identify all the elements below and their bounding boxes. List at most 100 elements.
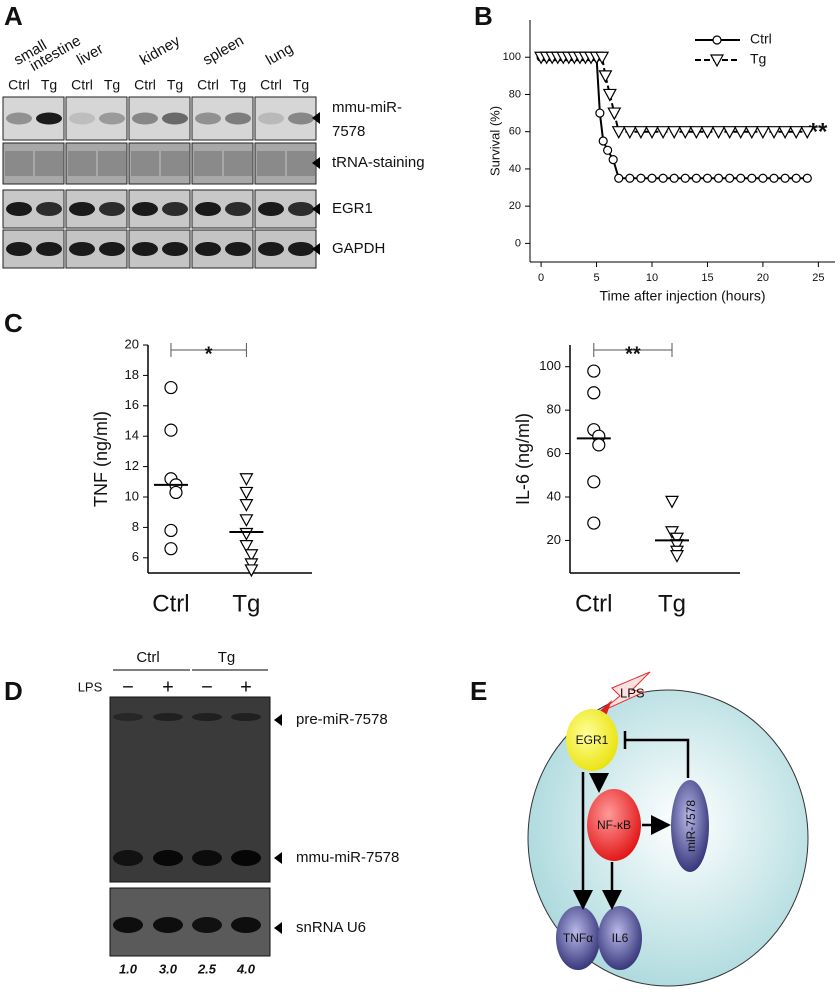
lightning — [599, 671, 651, 713]
legend-label: Ctrl — [750, 31, 772, 47]
point — [656, 126, 671, 139]
point — [711, 126, 726, 139]
row-label: EGR1 — [332, 200, 373, 217]
band — [194, 151, 222, 176]
panel-e: LPS EGR1 NF-κB miR-7578 TNFα IL6 — [527, 671, 809, 987]
significance-bracket — [593, 343, 673, 357]
lps-sign: + — [162, 676, 174, 698]
band — [288, 242, 314, 256]
band — [231, 713, 261, 721]
band — [69, 112, 95, 125]
point — [587, 475, 601, 489]
panel-label: A — [4, 1, 23, 31]
point — [669, 532, 685, 546]
lps-sign: + — [240, 676, 252, 698]
point — [722, 126, 737, 139]
egr1-node — [566, 709, 618, 771]
x-tick-label: 20 — [757, 272, 769, 284]
point — [744, 126, 759, 139]
point — [602, 88, 617, 102]
point — [592, 438, 606, 452]
quantification: 2.5 — [197, 961, 217, 976]
x-tick-label: 0 — [538, 272, 544, 284]
lane-label: Tg — [41, 77, 57, 93]
y-tick-label: 16 — [125, 397, 139, 412]
y-tick-label: 10 — [125, 488, 139, 503]
y-tick-label: 14 — [125, 428, 139, 443]
blot — [65, 96, 128, 141]
band — [195, 112, 221, 125]
band — [99, 242, 125, 256]
band — [99, 202, 125, 216]
x-axis-label: Time after injection (hours) — [600, 288, 766, 304]
point — [164, 380, 178, 395]
y-tick-label: 12 — [125, 458, 139, 473]
inhibit-arrow — [623, 731, 690, 778]
point — [769, 173, 779, 183]
tnf-node — [556, 906, 600, 970]
lane-label: Ctrl — [8, 77, 30, 93]
point — [713, 173, 724, 183]
il6-node — [598, 906, 642, 970]
point — [669, 550, 685, 563]
point — [169, 485, 183, 500]
point — [758, 173, 768, 183]
point — [244, 549, 259, 563]
node-label: EGR1 — [576, 733, 609, 747]
band — [99, 112, 125, 125]
band — [224, 151, 252, 176]
point — [244, 564, 259, 578]
point — [598, 136, 608, 146]
legend-label: Tg — [750, 51, 766, 67]
panel-d: Ctrl Tg LPS − + − + pre-miR-7578 mmu-miR-7578 snR… — [78, 649, 400, 976]
band — [69, 202, 95, 216]
band — [258, 242, 284, 256]
band — [192, 850, 222, 866]
y-tick-label: 40 — [547, 488, 561, 503]
y-tick-label: 8 — [132, 519, 139, 534]
point — [633, 126, 648, 139]
band — [231, 917, 261, 933]
point — [636, 173, 646, 183]
quantification: 1.0 — [119, 961, 138, 976]
y-tick-label: 80 — [547, 402, 561, 417]
lps-sign: − — [201, 676, 213, 698]
band — [225, 202, 251, 216]
point — [595, 108, 605, 118]
point — [791, 173, 801, 183]
point — [678, 126, 693, 139]
point — [800, 126, 815, 139]
point — [702, 173, 713, 183]
point — [789, 126, 804, 139]
lps-sign: − — [122, 676, 134, 698]
point — [239, 486, 254, 500]
blot — [191, 96, 254, 141]
point — [725, 173, 735, 183]
x-tick-label: Tg — [232, 590, 260, 617]
arrowhead — [274, 852, 282, 864]
y-tick-label: 100 — [503, 51, 521, 63]
lane-label: Tg — [230, 77, 246, 93]
x-tick-label: 15 — [701, 272, 713, 284]
arrowhead — [274, 922, 282, 934]
y-axis-label: TNF (ng/ml) — [91, 411, 111, 507]
band — [257, 151, 285, 176]
x-tick-label: 25 — [812, 272, 824, 284]
panel-label: D — [4, 676, 23, 706]
band — [36, 112, 62, 125]
series-line — [541, 56, 808, 133]
significance: ** — [625, 343, 641, 365]
point — [239, 473, 254, 487]
annotation: ** — [809, 118, 828, 145]
band — [35, 151, 63, 176]
point — [669, 173, 679, 183]
point — [766, 126, 782, 139]
band — [153, 850, 183, 866]
y-tick-label: 60 — [547, 445, 561, 460]
point — [595, 51, 610, 65]
band — [6, 202, 32, 216]
x-tick-label: Tg — [658, 590, 686, 617]
point — [587, 516, 601, 530]
band — [36, 202, 62, 216]
